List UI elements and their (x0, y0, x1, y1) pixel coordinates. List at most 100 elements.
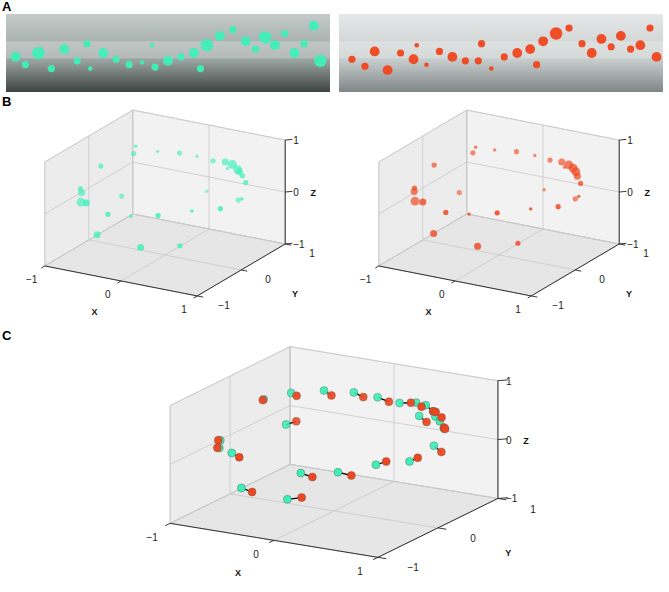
y-axis-line (531, 244, 619, 296)
point (438, 413, 446, 421)
grid-line (531, 244, 619, 296)
point (215, 31, 225, 41)
marks (77, 144, 249, 251)
point (565, 24, 572, 31)
grid-line (230, 494, 438, 528)
point (226, 167, 229, 170)
tick-label: 1 (309, 248, 315, 259)
point (627, 46, 634, 53)
point (177, 150, 182, 155)
tick-label: −1 (407, 562, 419, 573)
tick-label: 1 (357, 566, 363, 577)
point (300, 40, 307, 47)
point (475, 57, 482, 64)
point (78, 186, 83, 191)
point (282, 421, 290, 429)
point (281, 30, 288, 37)
point (407, 399, 415, 407)
point (350, 388, 358, 396)
figure: A−101−101−101XYZB−101−101−101XYZ−101−101… (0, 0, 669, 592)
tick-label: 1 (627, 135, 633, 146)
point (578, 181, 583, 186)
point (177, 243, 182, 248)
tick-label: 0 (439, 289, 445, 300)
point (396, 399, 404, 407)
point (156, 150, 159, 153)
grid-line (133, 214, 285, 244)
tick-label: −1 (218, 300, 230, 311)
tick-label: −1 (293, 239, 305, 250)
point (293, 392, 301, 400)
grid-line (45, 266, 197, 296)
tick (619, 191, 626, 193)
point (270, 40, 280, 50)
point (414, 43, 419, 48)
axis-title: Y (626, 289, 632, 299)
pane (45, 214, 285, 296)
grid-line (133, 162, 285, 192)
point (83, 200, 90, 207)
tick-label: −1 (506, 493, 518, 504)
tick-label: −1 (146, 532, 158, 543)
x-axis-line (45, 266, 197, 296)
tick (438, 528, 446, 529)
point (22, 61, 29, 68)
point (501, 53, 508, 60)
point (327, 391, 335, 399)
point (134, 144, 137, 147)
grid-line (379, 214, 467, 266)
point (98, 48, 108, 58)
point (74, 57, 81, 64)
tick (375, 266, 379, 268)
point (412, 186, 417, 191)
point (151, 63, 158, 70)
point (189, 48, 199, 58)
point (652, 52, 662, 62)
point (424, 62, 429, 67)
point (577, 195, 580, 198)
tick-label: −1 (26, 274, 38, 285)
point (374, 393, 382, 401)
panorama-background (339, 14, 663, 92)
grid-line (170, 347, 290, 406)
grid-line (89, 240, 241, 270)
tick (41, 266, 45, 268)
grid-line (133, 110, 285, 140)
point (419, 199, 426, 206)
grid-line (170, 523, 378, 557)
point (155, 213, 160, 218)
point (195, 155, 198, 158)
tick-label: 0 (253, 549, 259, 560)
point (283, 495, 291, 503)
axes3d (375, 110, 626, 298)
point (241, 36, 251, 46)
point (515, 241, 520, 246)
point (214, 436, 222, 444)
tick (269, 540, 274, 542)
axis-title: Z (310, 188, 316, 198)
tick (575, 270, 581, 271)
point (411, 197, 420, 206)
point (436, 48, 443, 55)
tick-label: 1 (643, 248, 649, 259)
point (137, 244, 144, 251)
tick-label: 1 (506, 376, 512, 387)
point (370, 47, 380, 57)
point (309, 21, 319, 31)
grid-line (379, 266, 531, 296)
point (347, 471, 355, 479)
point (556, 204, 561, 209)
grid-line (170, 464, 290, 523)
point (406, 457, 414, 465)
point (533, 154, 536, 157)
point (119, 194, 124, 199)
x-axis-line (170, 523, 378, 557)
point (59, 44, 69, 54)
point (129, 214, 132, 217)
point (314, 55, 326, 67)
point (448, 52, 458, 62)
grid-line (197, 244, 285, 296)
tick-label: 1 (515, 304, 521, 315)
marks (411, 145, 584, 249)
point (462, 57, 469, 64)
